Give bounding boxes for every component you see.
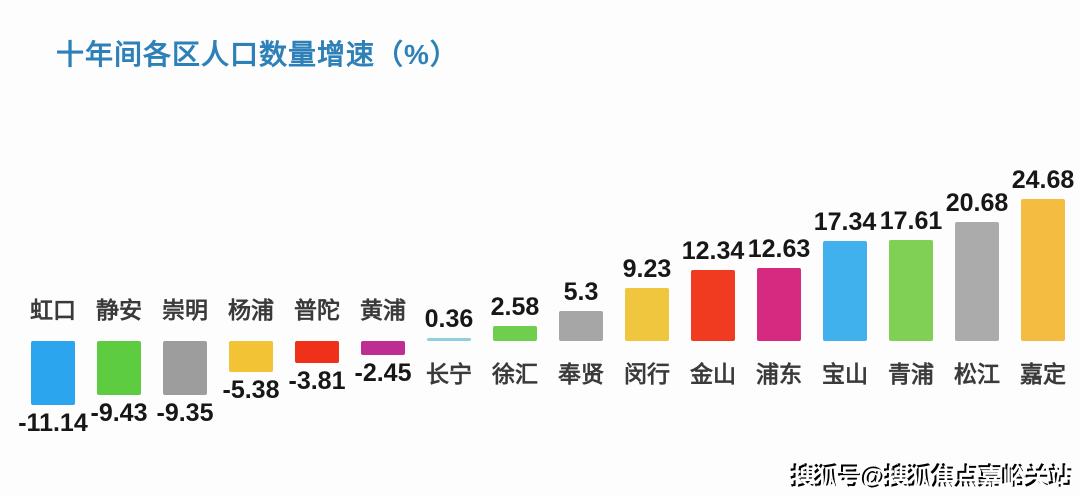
category-label-浦东: 浦东 [756,361,802,387]
category-label-虹口: 虹口 [30,297,76,323]
value-label-嘉定: 24.68 [1011,166,1075,194]
value-label-崇明: -9.35 [156,399,214,427]
value-label-金山: 12.34 [681,237,745,265]
bar-徐汇 [493,326,537,341]
value-label-静安: -9.43 [90,399,148,427]
category-label-静安: 静安 [96,297,142,323]
category-label-青浦: 青浦 [888,361,934,387]
value-label-长宁: 0.36 [424,305,474,333]
bar-闵行 [625,288,669,341]
value-label-虹口: -11.14 [18,409,88,437]
value-label-浦东: 12.63 [747,235,811,263]
category-label-闵行: 闵行 [624,361,670,387]
category-label-金山: 金山 [690,361,736,387]
category-label-杨浦: 杨浦 [228,297,274,323]
chart-title: 十年间各区人口数量增速（%） [56,39,459,70]
value-label-闵行: 9.23 [622,255,672,283]
category-label-宝山: 宝山 [822,361,868,387]
value-label-松江: 20.68 [945,189,1009,217]
value-label-黄浦: -2.45 [354,359,412,387]
value-label-宝山: 17.34 [813,208,877,236]
bar-杨浦 [229,341,273,372]
bar-宝山 [823,241,867,341]
category-label-嘉定: 嘉定 [1020,361,1066,387]
value-label-奉贤: 5.3 [563,278,599,306]
category-label-松江: 松江 [954,361,1000,387]
bar-普陀 [295,341,339,363]
category-label-普陀: 普陀 [294,297,340,323]
bar-黄浦 [361,341,405,355]
bar-崇明 [163,341,207,395]
value-label-徐汇: 2.58 [490,293,540,321]
watermark-text: 搜狐号@搜狐焦点嘉峪关站 [790,463,1072,490]
category-label-黄浦: 黄浦 [360,297,406,323]
bar-青浦 [889,240,933,341]
category-label-徐汇: 徐汇 [492,361,538,387]
category-label-崇明: 崇明 [162,297,208,323]
category-label-奉贤: 奉贤 [558,361,604,387]
bar-奉贤 [559,311,603,341]
bar-长宁 [427,338,471,341]
bar-静安 [97,341,141,395]
value-label-青浦: 17.61 [879,207,943,235]
category-label-长宁: 长宁 [426,361,472,387]
bar-松江 [955,222,999,341]
bar-浦东 [757,268,801,341]
value-label-普陀: -3.81 [288,367,346,395]
bar-金山 [691,270,735,341]
bar-虹口 [31,341,75,405]
watermark-highlight: 搜狐号@搜狐焦点嘉峪关站 [792,465,1074,492]
bar-嘉定 [1021,199,1065,341]
value-label-杨浦: -5.38 [222,376,280,404]
